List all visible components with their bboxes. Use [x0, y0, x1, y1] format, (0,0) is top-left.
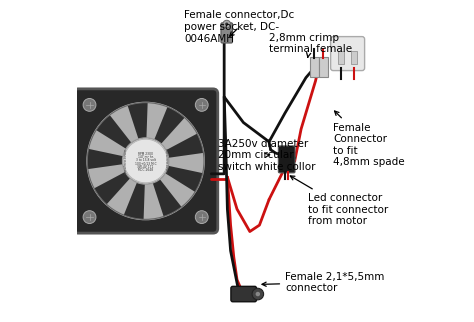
- Wedge shape: [94, 169, 135, 204]
- Text: Female connector,Dc
power socket, DC-
0046AMH: Female connector,Dc power socket, DC- 00…: [184, 10, 294, 43]
- FancyBboxPatch shape: [221, 23, 233, 43]
- Circle shape: [86, 102, 205, 220]
- FancyBboxPatch shape: [278, 146, 295, 173]
- Text: Female 2,1*5,5mm
connector: Female 2,1*5,5mm connector: [262, 272, 384, 293]
- Circle shape: [123, 138, 169, 184]
- FancyBboxPatch shape: [319, 57, 328, 77]
- FancyBboxPatch shape: [231, 286, 256, 302]
- Text: 3W,4V 171: 3W,4V 171: [137, 165, 154, 169]
- Wedge shape: [128, 103, 148, 145]
- Wedge shape: [160, 165, 203, 192]
- Circle shape: [255, 292, 260, 296]
- Text: Led connector
to fit connector
from motor: Led connector to fit connector from moto…: [290, 176, 388, 226]
- Circle shape: [195, 99, 208, 111]
- Circle shape: [252, 288, 264, 300]
- Text: 3A250v diameter
20mm circular
switch white collor: 3A250v diameter 20mm circular switch whi…: [218, 138, 315, 172]
- FancyBboxPatch shape: [338, 51, 345, 64]
- Circle shape: [83, 99, 96, 111]
- Wedge shape: [96, 115, 136, 152]
- Circle shape: [83, 211, 96, 223]
- Text: MCC 2648: MCC 2648: [138, 168, 153, 172]
- Circle shape: [195, 211, 208, 223]
- Circle shape: [225, 23, 228, 26]
- Text: 3 to 13,8 volt: 3 to 13,8 volt: [136, 158, 155, 162]
- FancyBboxPatch shape: [331, 37, 365, 71]
- Wedge shape: [160, 134, 203, 159]
- Text: www.suksess.bizsoar: www.suksess.bizsoar: [164, 148, 167, 174]
- FancyBboxPatch shape: [73, 89, 218, 233]
- FancyBboxPatch shape: [310, 57, 319, 77]
- Circle shape: [223, 20, 230, 28]
- Text: 2,8mm crimp
terminal female: 2,8mm crimp terminal female: [269, 33, 352, 57]
- Wedge shape: [124, 176, 145, 219]
- Text: www.suksess.bizsoar: www.suksess.bizsoar: [124, 148, 128, 174]
- Wedge shape: [152, 107, 185, 149]
- FancyBboxPatch shape: [351, 51, 357, 64]
- Wedge shape: [151, 174, 182, 216]
- Text: 147 m³ hr.: 147 m³ hr.: [138, 155, 154, 159]
- Wedge shape: [87, 149, 129, 169]
- Text: 100+0/13 M.C: 100+0/13 M.C: [135, 162, 156, 166]
- Text: Female
Connector
to fit
4,8mm spade: Female Connector to fit 4,8mm spade: [333, 111, 405, 167]
- Text: RPM 2300: RPM 2300: [138, 152, 153, 156]
